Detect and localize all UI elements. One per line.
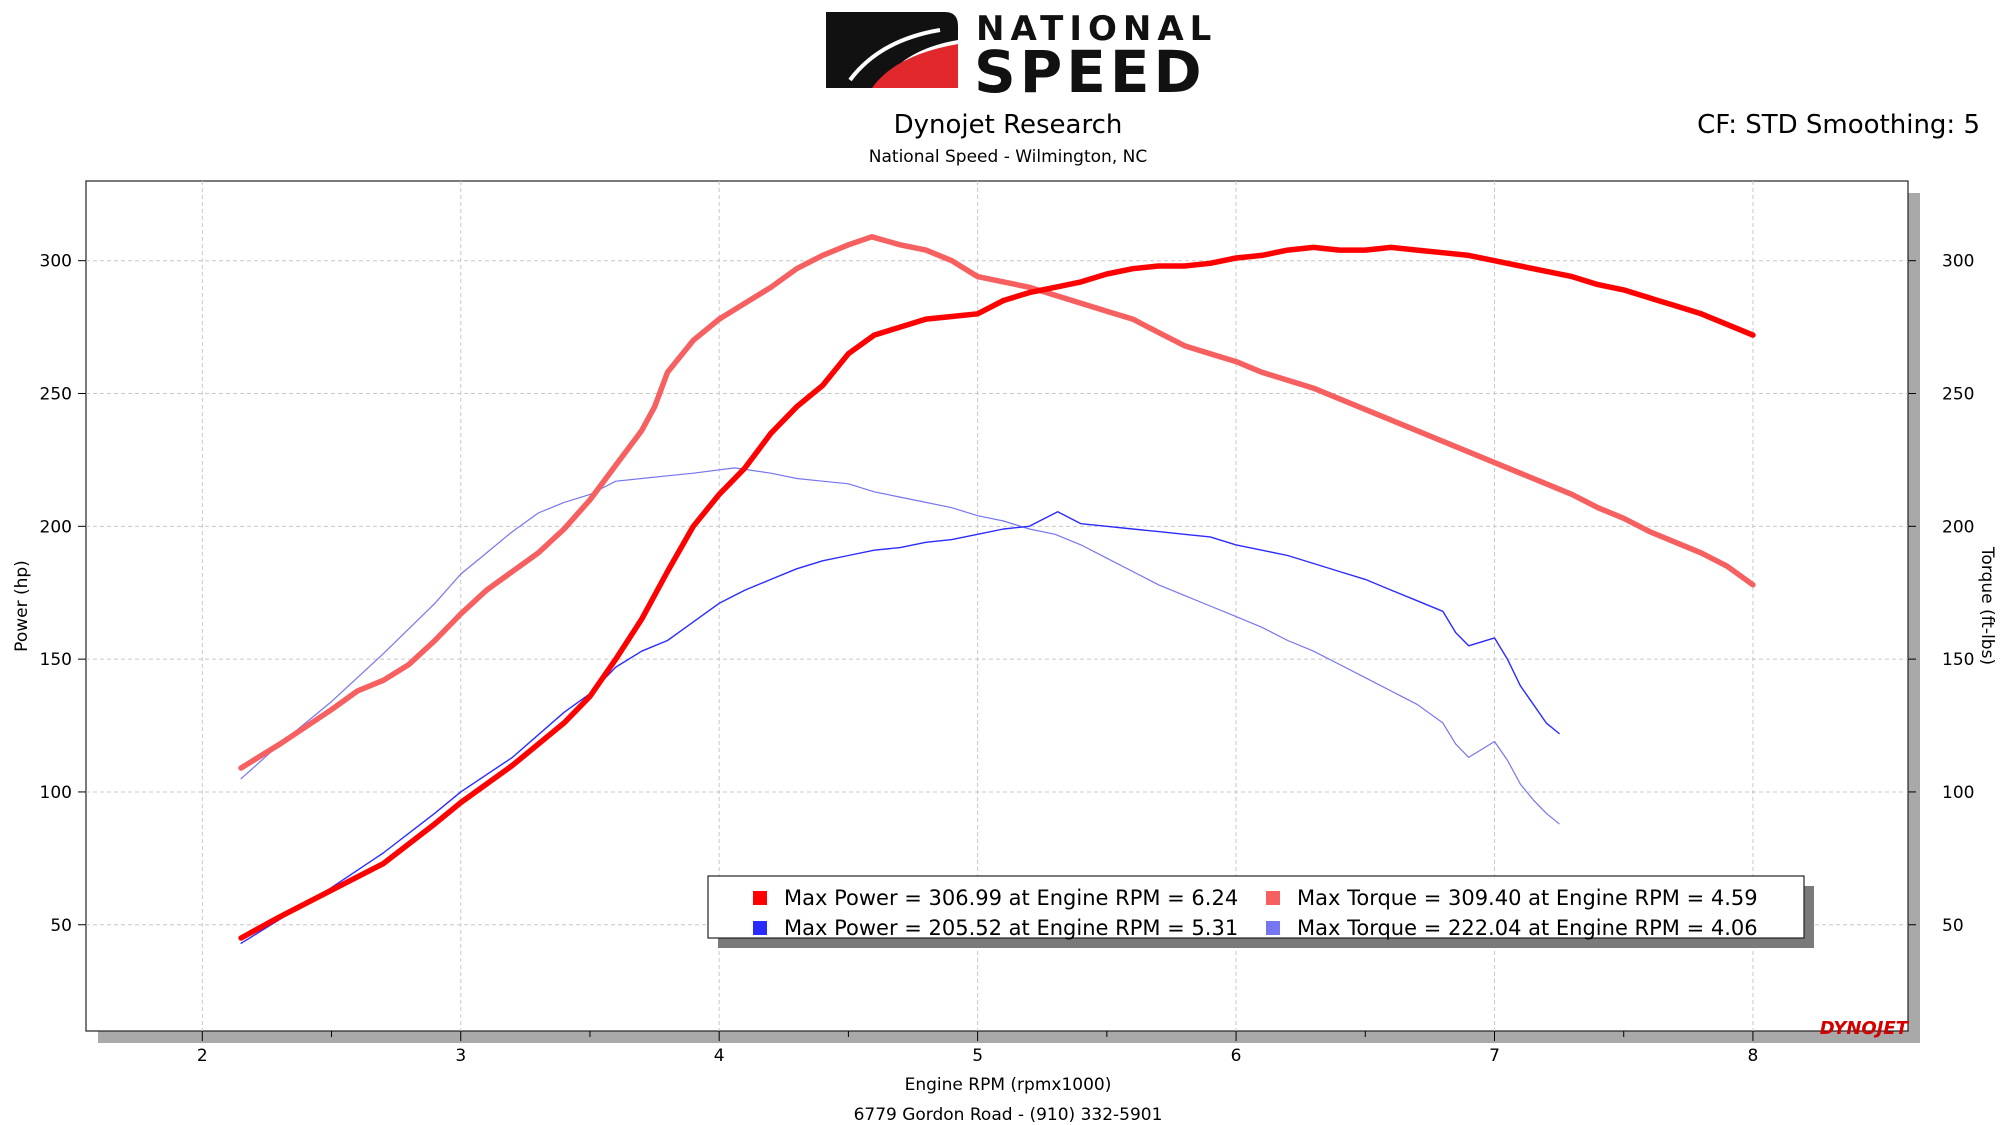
legend-swatch [1266,921,1280,935]
y-axis-left-title: Power (hp) [12,560,32,652]
x-tick-label: 2 [197,1046,208,1066]
y-left-tick-label: 300 [40,252,72,272]
y-right-tick-label: 250 [1942,385,1974,405]
chart-subtitle: National Speed - Wilmington, NC [869,147,1147,167]
x-tick-label: 4 [714,1046,725,1066]
x-tick-label: 3 [455,1046,466,1066]
logo-line2: SPEED [974,38,1206,106]
series-line-run2-torque [240,467,1560,825]
y-right-tick-label: 200 [1942,517,1974,537]
y-right-tick-label: 300 [1942,252,1974,272]
correction-label: CF: STD Smoothing: 5 [1697,110,1980,140]
dynojet-watermark: DYNOJET [1820,1018,1910,1039]
axes: 2 3 4 5 6 7 8 50 50 100 100 150 150 200 200 250 250 300 30… [40,252,1975,1066]
footer-address: 6779 Gordon Road - (910) 332-5901 [854,1105,1163,1125]
y-right-tick-label: 150 [1942,650,1974,670]
y-axis-right-title: Torque (ft-lbs) [1977,546,1997,665]
legend-box [707,875,1805,939]
series-line-run1-torque [238,234,1756,771]
legend-entry: Max Torque = 222.04 at Engine RPM = 4.06 [1297,916,1758,940]
y-left-tick-label: 200 [40,517,72,537]
y-right-tick-label: 100 [1942,783,1974,803]
series-line-run1-power [238,244,1756,941]
y-left-tick-label: 50 [50,916,72,936]
y-left-tick-label: 250 [40,385,72,405]
x-tick-label: 6 [1231,1046,1242,1066]
chart-title: Dynojet Research [894,110,1123,140]
legend-entry: Max Power = 205.52 at Engine RPM = 5.31 [784,916,1238,940]
legend-swatch [1266,891,1280,905]
y-right-tick-label: 50 [1942,916,1964,936]
x-tick-label: 5 [972,1046,983,1066]
x-axis-title: Engine RPM (rpmx1000) [905,1075,1112,1095]
series-lines [238,234,1756,944]
legend-swatch [753,891,767,905]
x-tick-label: 8 [1748,1046,1759,1066]
legend-entry: Max Torque = 309.40 at Engine RPM = 4.59 [1297,886,1758,910]
legend-entry: Max Power = 306.99 at Engine RPM = 6.24 [784,886,1238,910]
national-speed-logo: NATIONAL SPEED [826,9,1217,106]
y-left-tick-label: 150 [40,650,72,670]
legend: Max Power = 306.99 at Engine RPM = 6.24 M… [707,875,1814,948]
y-left-tick-label: 100 [40,783,72,803]
x-tick-label: 7 [1489,1046,1500,1066]
legend-swatch [753,921,767,935]
logo-line1: NATIONAL [976,9,1217,49]
